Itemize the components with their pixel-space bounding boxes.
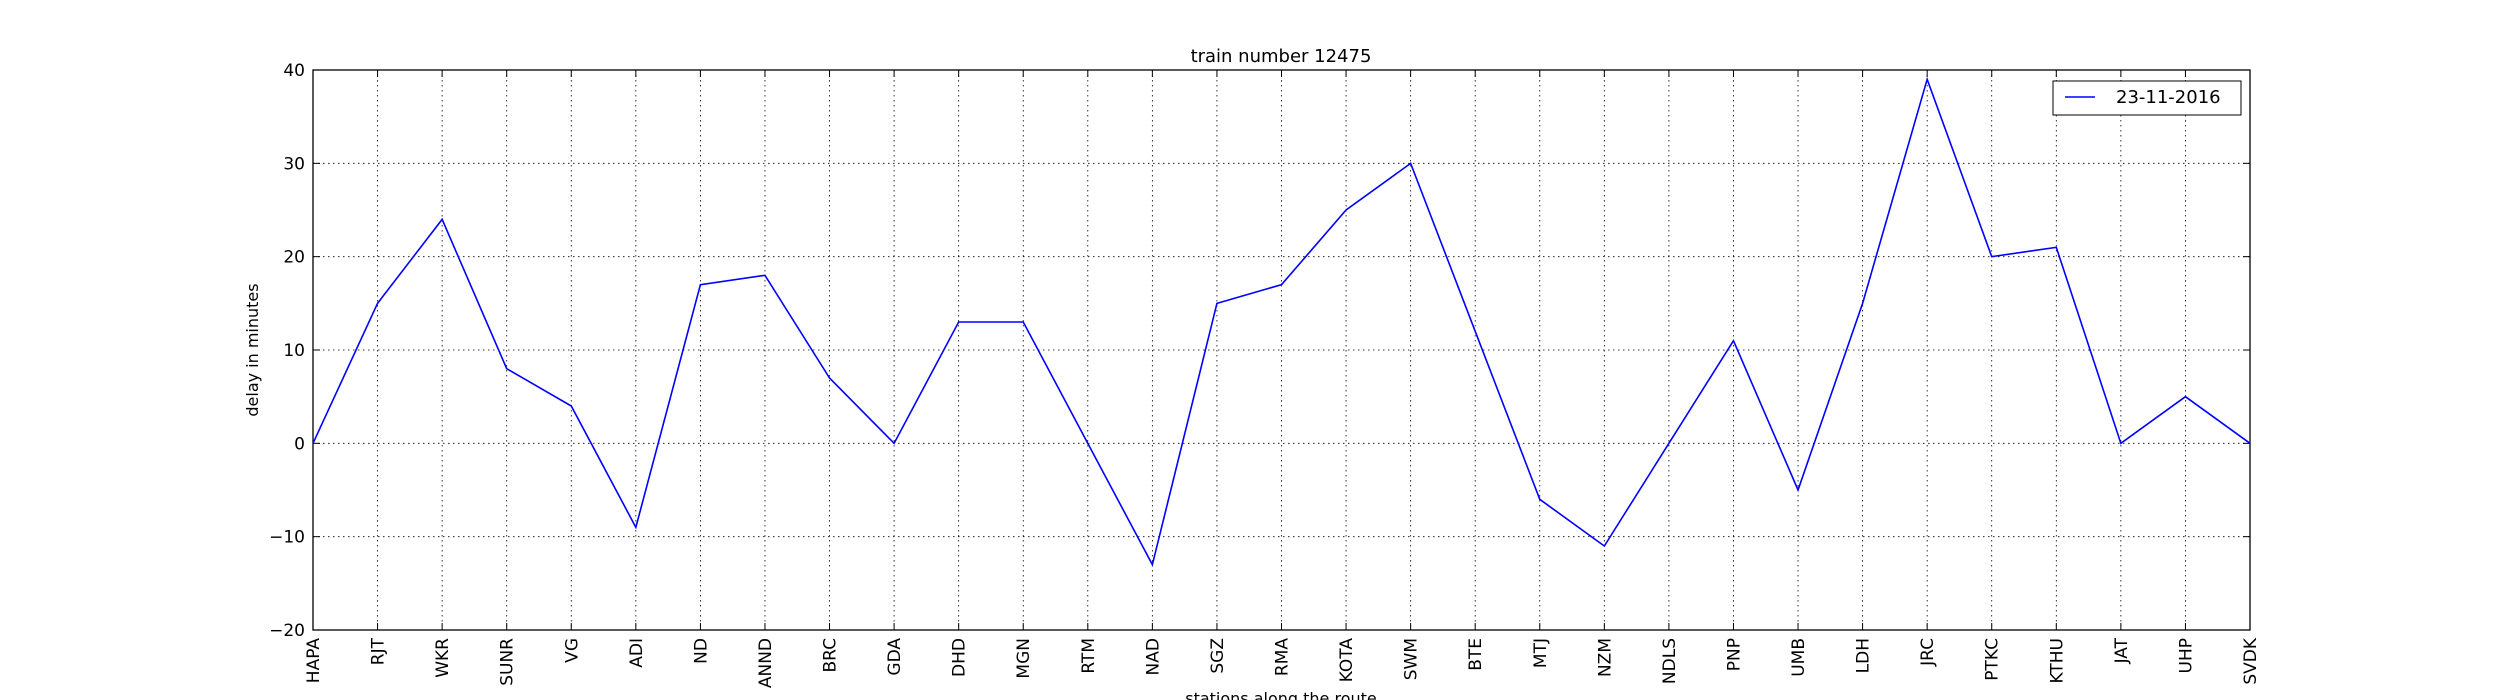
x-tick-label-mgn: MGN — [1014, 638, 1034, 679]
x-tick-label-brc: BRC — [821, 638, 841, 673]
y-tick-label: −20 — [269, 621, 305, 641]
y-tick-label: 40 — [283, 61, 305, 81]
y-axis: −20 −10 0 10 20 30 40 — [269, 61, 2250, 641]
x-tick-label-rjt: RJT — [369, 637, 389, 665]
data-point-dhd — [957, 320, 961, 324]
data-point-umb — [1796, 488, 1800, 492]
data-point-hapa — [311, 441, 315, 445]
data-point-rjt — [376, 301, 380, 305]
x-tick-label-wkr: WKR — [433, 638, 453, 678]
x-tick-label-rma: RMA — [1273, 638, 1293, 676]
x-tick-label-kota: KOTA — [1337, 638, 1357, 683]
x-tick-label-jat: JAT — [2112, 637, 2132, 664]
x-tick-label-swm: SWM — [1402, 638, 1422, 680]
data-point-vg — [569, 404, 573, 408]
x-tick-label-dhd: DHD — [950, 638, 970, 677]
x-tick-label-gda: GDA — [885, 638, 905, 676]
data-point-nzm — [1602, 544, 1606, 548]
x-tick-label-bte: BTE — [1466, 638, 1486, 671]
data-point-ptkc — [1990, 255, 1994, 259]
legend: 23-11-2016 — [2052, 80, 2242, 116]
data-point-pnp — [1731, 339, 1735, 343]
x-tick-label-hapa: HAPA — [304, 638, 324, 684]
x-tick-label-ptkc: PTKC — [1983, 638, 2003, 681]
legend-entry-label: 23-11-2016 — [2116, 87, 2221, 108]
data-point-nd — [698, 283, 702, 287]
x-tick-label-sunr: SUNR — [498, 638, 518, 686]
x-tick-label-adi: ADI — [627, 638, 647, 668]
x-tick-label-pnp: PNP — [1724, 638, 1744, 671]
data-point-sunr — [505, 367, 509, 371]
y-tick-label: 10 — [283, 341, 305, 361]
data-point-rma — [1280, 283, 1284, 287]
data-point-svdk — [2248, 441, 2252, 445]
x-tick-label-umb: UMB — [1789, 638, 1809, 677]
x-tick-label-jrc: JRC — [1918, 638, 1938, 667]
data-point-mtj — [1538, 497, 1542, 501]
x-tick-label-nd: ND — [691, 638, 711, 664]
data-point-brc — [828, 376, 832, 380]
legend-box — [2052, 80, 2242, 116]
data-point-wkr — [440, 217, 444, 221]
data-point-adi — [634, 525, 638, 529]
data-point-ndls — [1667, 441, 1671, 445]
data-point-ldh — [1861, 301, 1865, 305]
x-tick-label-sgz: SGZ — [1208, 638, 1228, 674]
x-tick-label-ldh: LDH — [1854, 638, 1874, 673]
data-point-nad — [1150, 563, 1154, 567]
data-point-rtm — [1086, 441, 1090, 445]
series-line-23-11-2016 — [312, 76, 2251, 567]
data-point-jrc — [1925, 77, 1929, 81]
x-tick-label-vg: VG — [562, 638, 582, 663]
data-point-gda — [892, 441, 896, 445]
x-axis-label: stations along the route — [1185, 689, 1377, 700]
y-tick-label: 20 — [283, 248, 305, 268]
data-point-sgz — [1215, 301, 1219, 305]
data-point-bte — [1473, 329, 1477, 333]
data-point-mgn — [1021, 320, 1025, 324]
data-point-kota — [1344, 208, 1348, 212]
y-tick-label: 0 — [294, 434, 305, 454]
x-tick-label-rtm: RTM — [1079, 638, 1099, 674]
x-tick-label-svdk: SVDK — [2241, 637, 2261, 685]
x-tick-label-uhp: UHP — [2176, 638, 2196, 673]
y-axis-label: delay in minutes — [243, 283, 262, 416]
x-tick-label-mtj: MTJ — [1531, 638, 1551, 668]
data-point-kthu — [2054, 245, 2058, 249]
y-tick-label: 30 — [283, 154, 305, 174]
data-point-swm — [1409, 161, 1413, 165]
y-tick-label: −10 — [269, 528, 305, 548]
x-axis: HAPA RJT WKR SUNR VG ADI ND ANND BRC GDA DHD MGN RTM… — [304, 70, 2261, 688]
x-tick-label-annd: ANND — [756, 638, 776, 688]
data-point-uhp — [2183, 395, 2187, 399]
x-tick-label-nad: NAD — [1143, 638, 1163, 675]
x-tick-label-nzm: NZM — [1595, 638, 1615, 677]
data-point-annd — [763, 273, 767, 277]
x-tick-label-ndls: NDLS — [1660, 638, 1680, 684]
x-tick-label-kthu: KTHU — [2047, 638, 2067, 683]
data-point-jat — [2119, 441, 2123, 445]
chart-title: train number 12475 — [1191, 46, 1372, 67]
